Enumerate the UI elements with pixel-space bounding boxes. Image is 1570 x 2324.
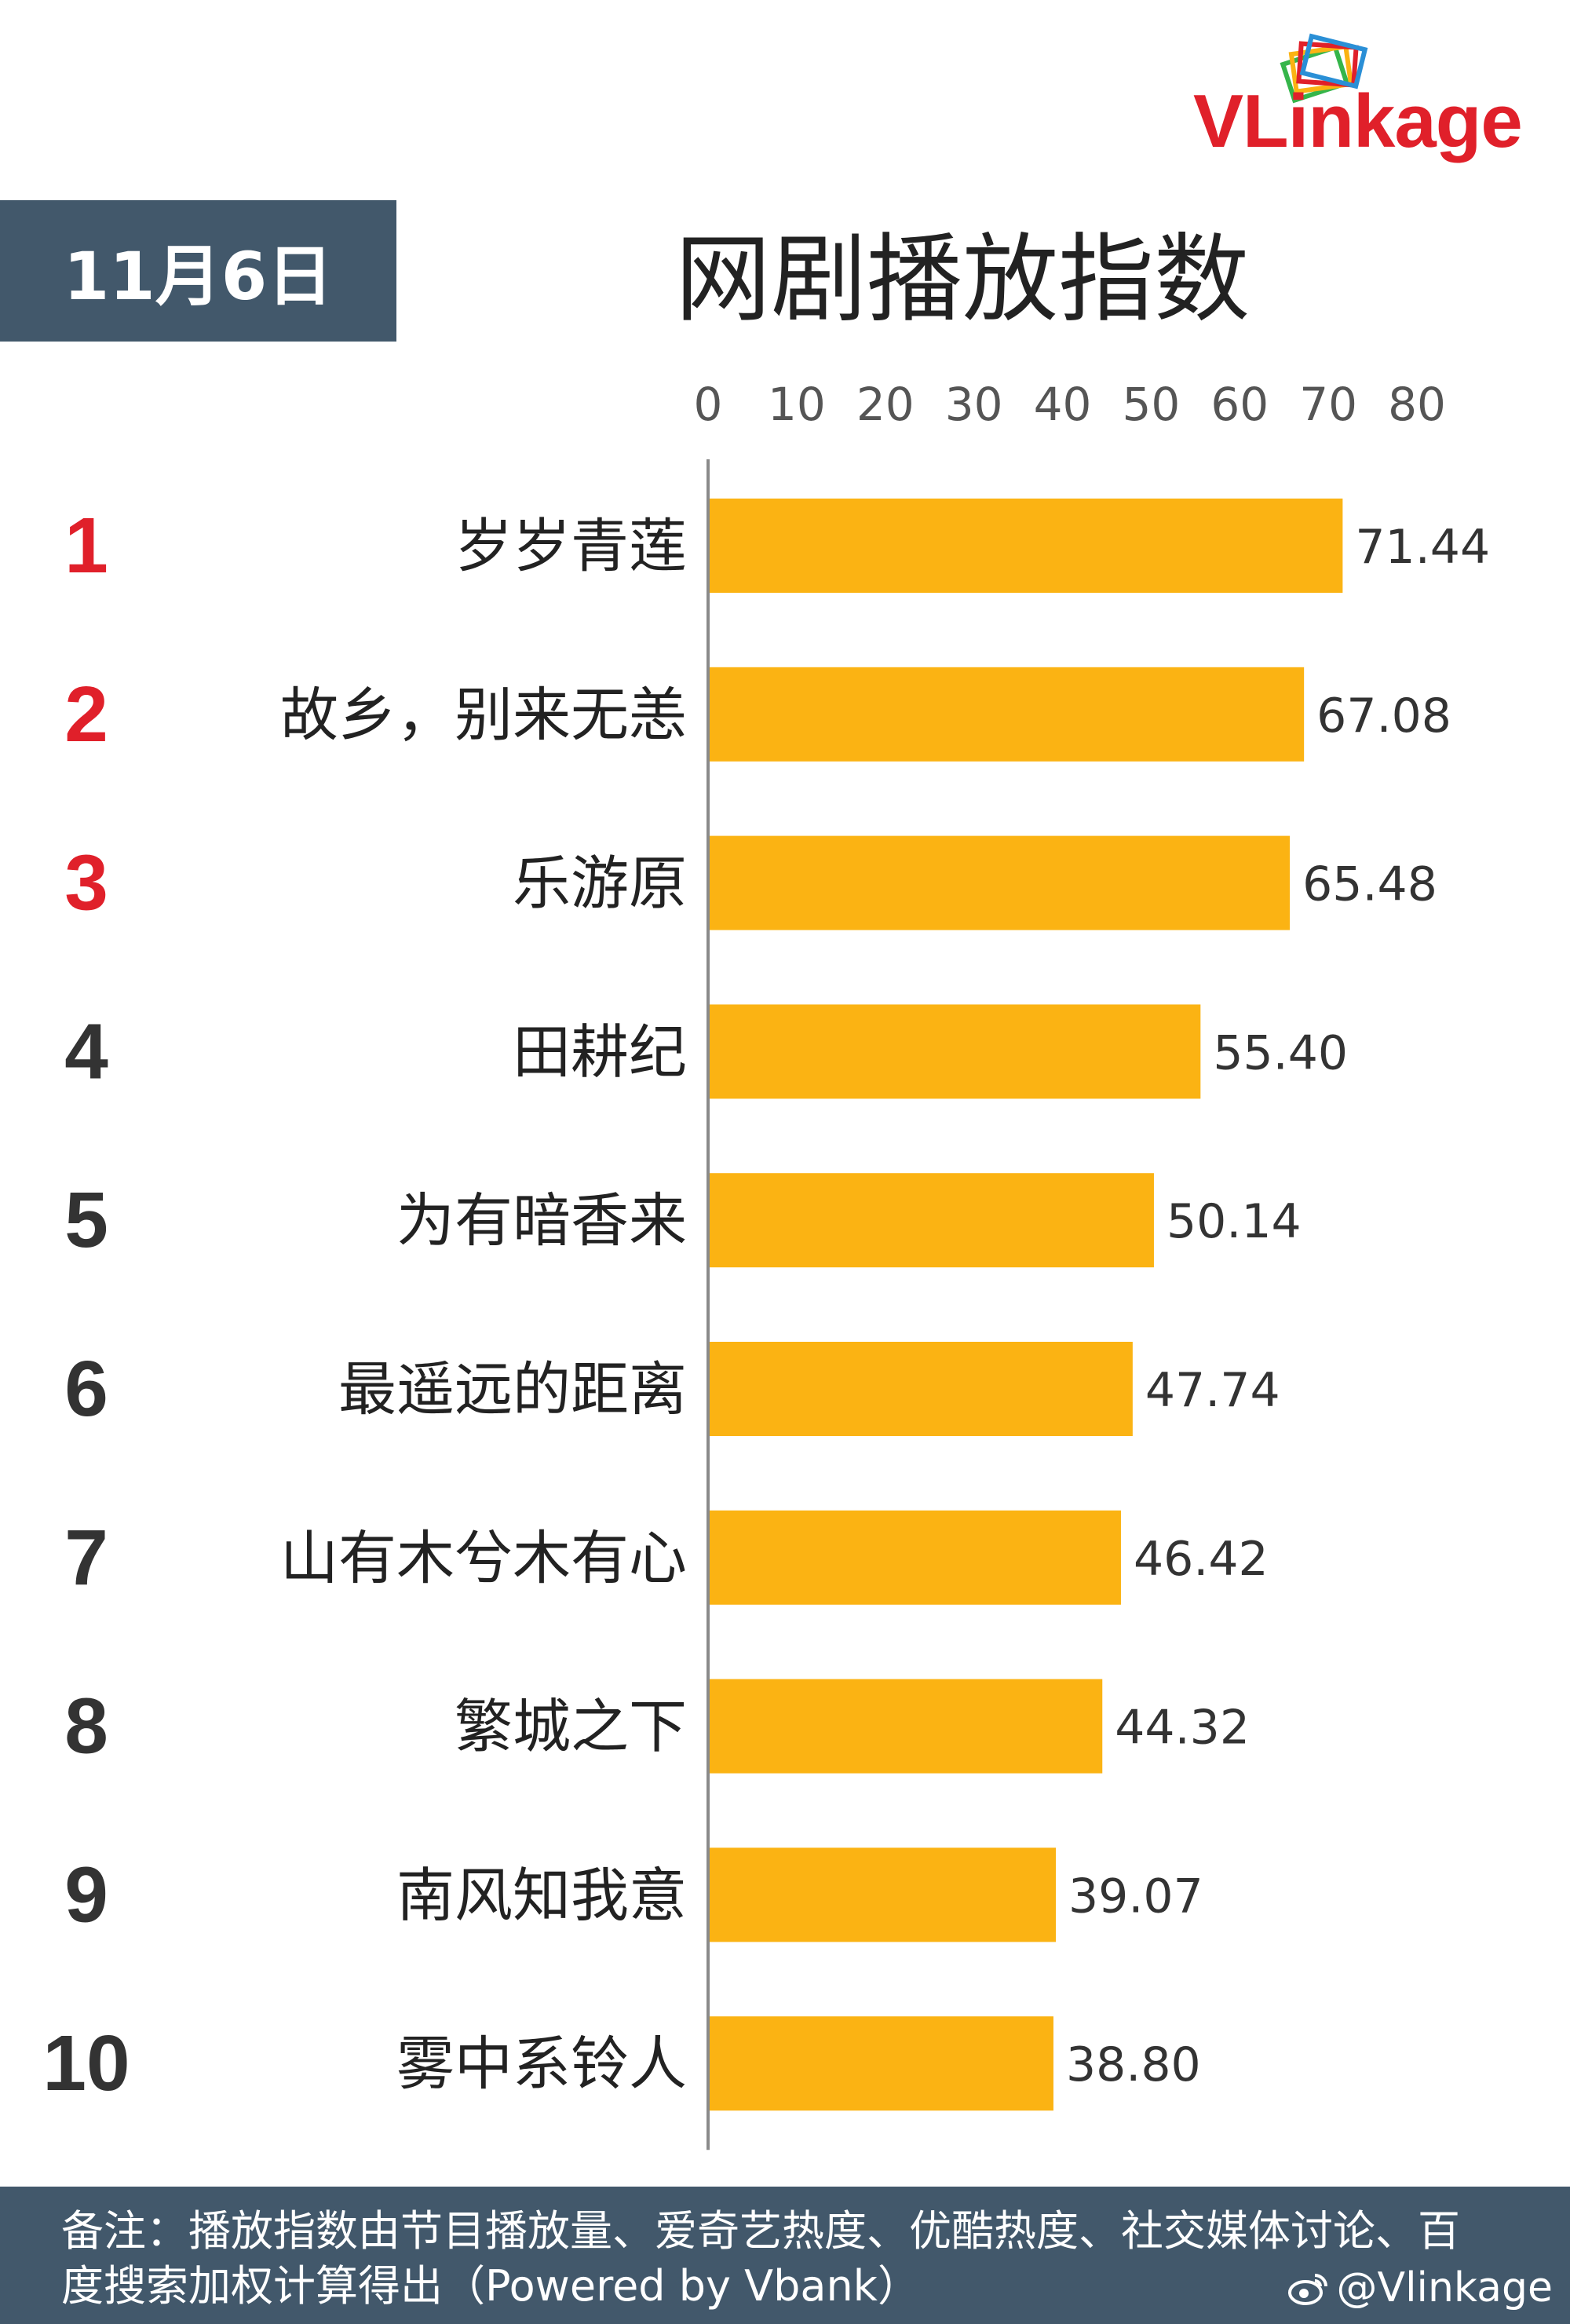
weibo-handle: @Vlinkage	[1287, 2264, 1554, 2311]
data-label: 38.80	[1066, 2037, 1201, 2092]
x-tick-label: 80	[1388, 378, 1446, 431]
bar	[710, 1342, 1133, 1436]
data-label: 46.42	[1134, 1532, 1269, 1587]
x-tick-label: 50	[1122, 378, 1180, 431]
bar	[710, 1004, 1201, 1099]
x-tick-label: 20	[856, 378, 915, 431]
weibo-icon	[1287, 2274, 1327, 2305]
x-tick-label: 60	[1210, 378, 1269, 431]
data-label: 55.40	[1213, 1025, 1348, 1080]
category-label: 雾中系铃人	[396, 2030, 687, 2098]
x-tick-label: 0	[694, 378, 723, 431]
rank-number: 9	[64, 1851, 108, 1938]
category-label: 繁城之下	[455, 1694, 687, 1761]
bar	[710, 835, 1291, 930]
rank-number: 5	[64, 1176, 108, 1264]
data-label: 67.08	[1316, 689, 1451, 744]
rank-number: 7	[64, 1514, 108, 1602]
rank-number: 3	[64, 839, 108, 927]
category-label: 田耕纪	[513, 1018, 687, 1086]
x-tick-label: 40	[1034, 378, 1092, 431]
data-label: 47.74	[1145, 1363, 1280, 1418]
bar	[710, 1847, 1057, 1942]
rank-number: 1	[64, 502, 108, 590]
brand-logo: VLinkage	[1193, 31, 1554, 188]
data-label: 39.07	[1068, 1869, 1203, 1924]
bar	[710, 2016, 1053, 2111]
category-label: 乐游原	[513, 850, 687, 918]
category-label: 南风知我意	[396, 1862, 687, 1929]
bar	[710, 1679, 1103, 1774]
bar	[710, 499, 1343, 593]
weibo-text: @Vlinkage	[1336, 2264, 1554, 2311]
bar	[710, 1510, 1121, 1605]
rank-number: 6	[64, 1345, 108, 1433]
logo-cards-icon	[1280, 33, 1368, 104]
chart-title: 网剧播放指数	[675, 223, 1250, 335]
category-label: 为有暗香来	[396, 1187, 687, 1255]
rank-number: 4	[64, 1007, 108, 1095]
category-label: 最遥远的距离	[338, 1356, 687, 1423]
data-label: 50.14	[1167, 1194, 1302, 1249]
category-label: 山有木兮木有心	[280, 1525, 687, 1592]
rank-number: 2	[64, 671, 108, 758]
category-label: 岁岁青莲	[455, 513, 687, 580]
date-badge: 11月6日	[0, 200, 396, 342]
data-label: 65.48	[1302, 857, 1437, 912]
data-label: 71.44	[1355, 520, 1490, 575]
x-tick-label: 70	[1299, 378, 1357, 431]
data-label: 44.32	[1115, 1701, 1250, 1756]
x-tick-label: 30	[945, 378, 1003, 431]
bar	[710, 667, 1305, 762]
bar-chart: 0 10 20 30 40 50 60 70 80 71.44 岁岁青莲 1 67.08 故乡，别来无恙 2…	[42, 378, 1490, 2150]
x-tick-label: 10	[768, 378, 826, 431]
brand-name: VLinkage	[1193, 79, 1523, 163]
footnote: 备注：播放指数由节目播放量、爱奇艺热度、优酷热度、社交媒体讨论、百度搜索加权计算…	[61, 2206, 1460, 2311]
bar	[710, 1173, 1154, 1268]
category-label: 故乡，别来无恙	[280, 681, 687, 749]
rank-number: 10	[42, 2019, 130, 2107]
footer: 备注：播放指数由节目播放量、爱奇艺热度、优酷热度、社交媒体讨论、百度搜索加权计算…	[0, 2187, 1570, 2324]
rank-number: 8	[64, 1683, 108, 1770]
